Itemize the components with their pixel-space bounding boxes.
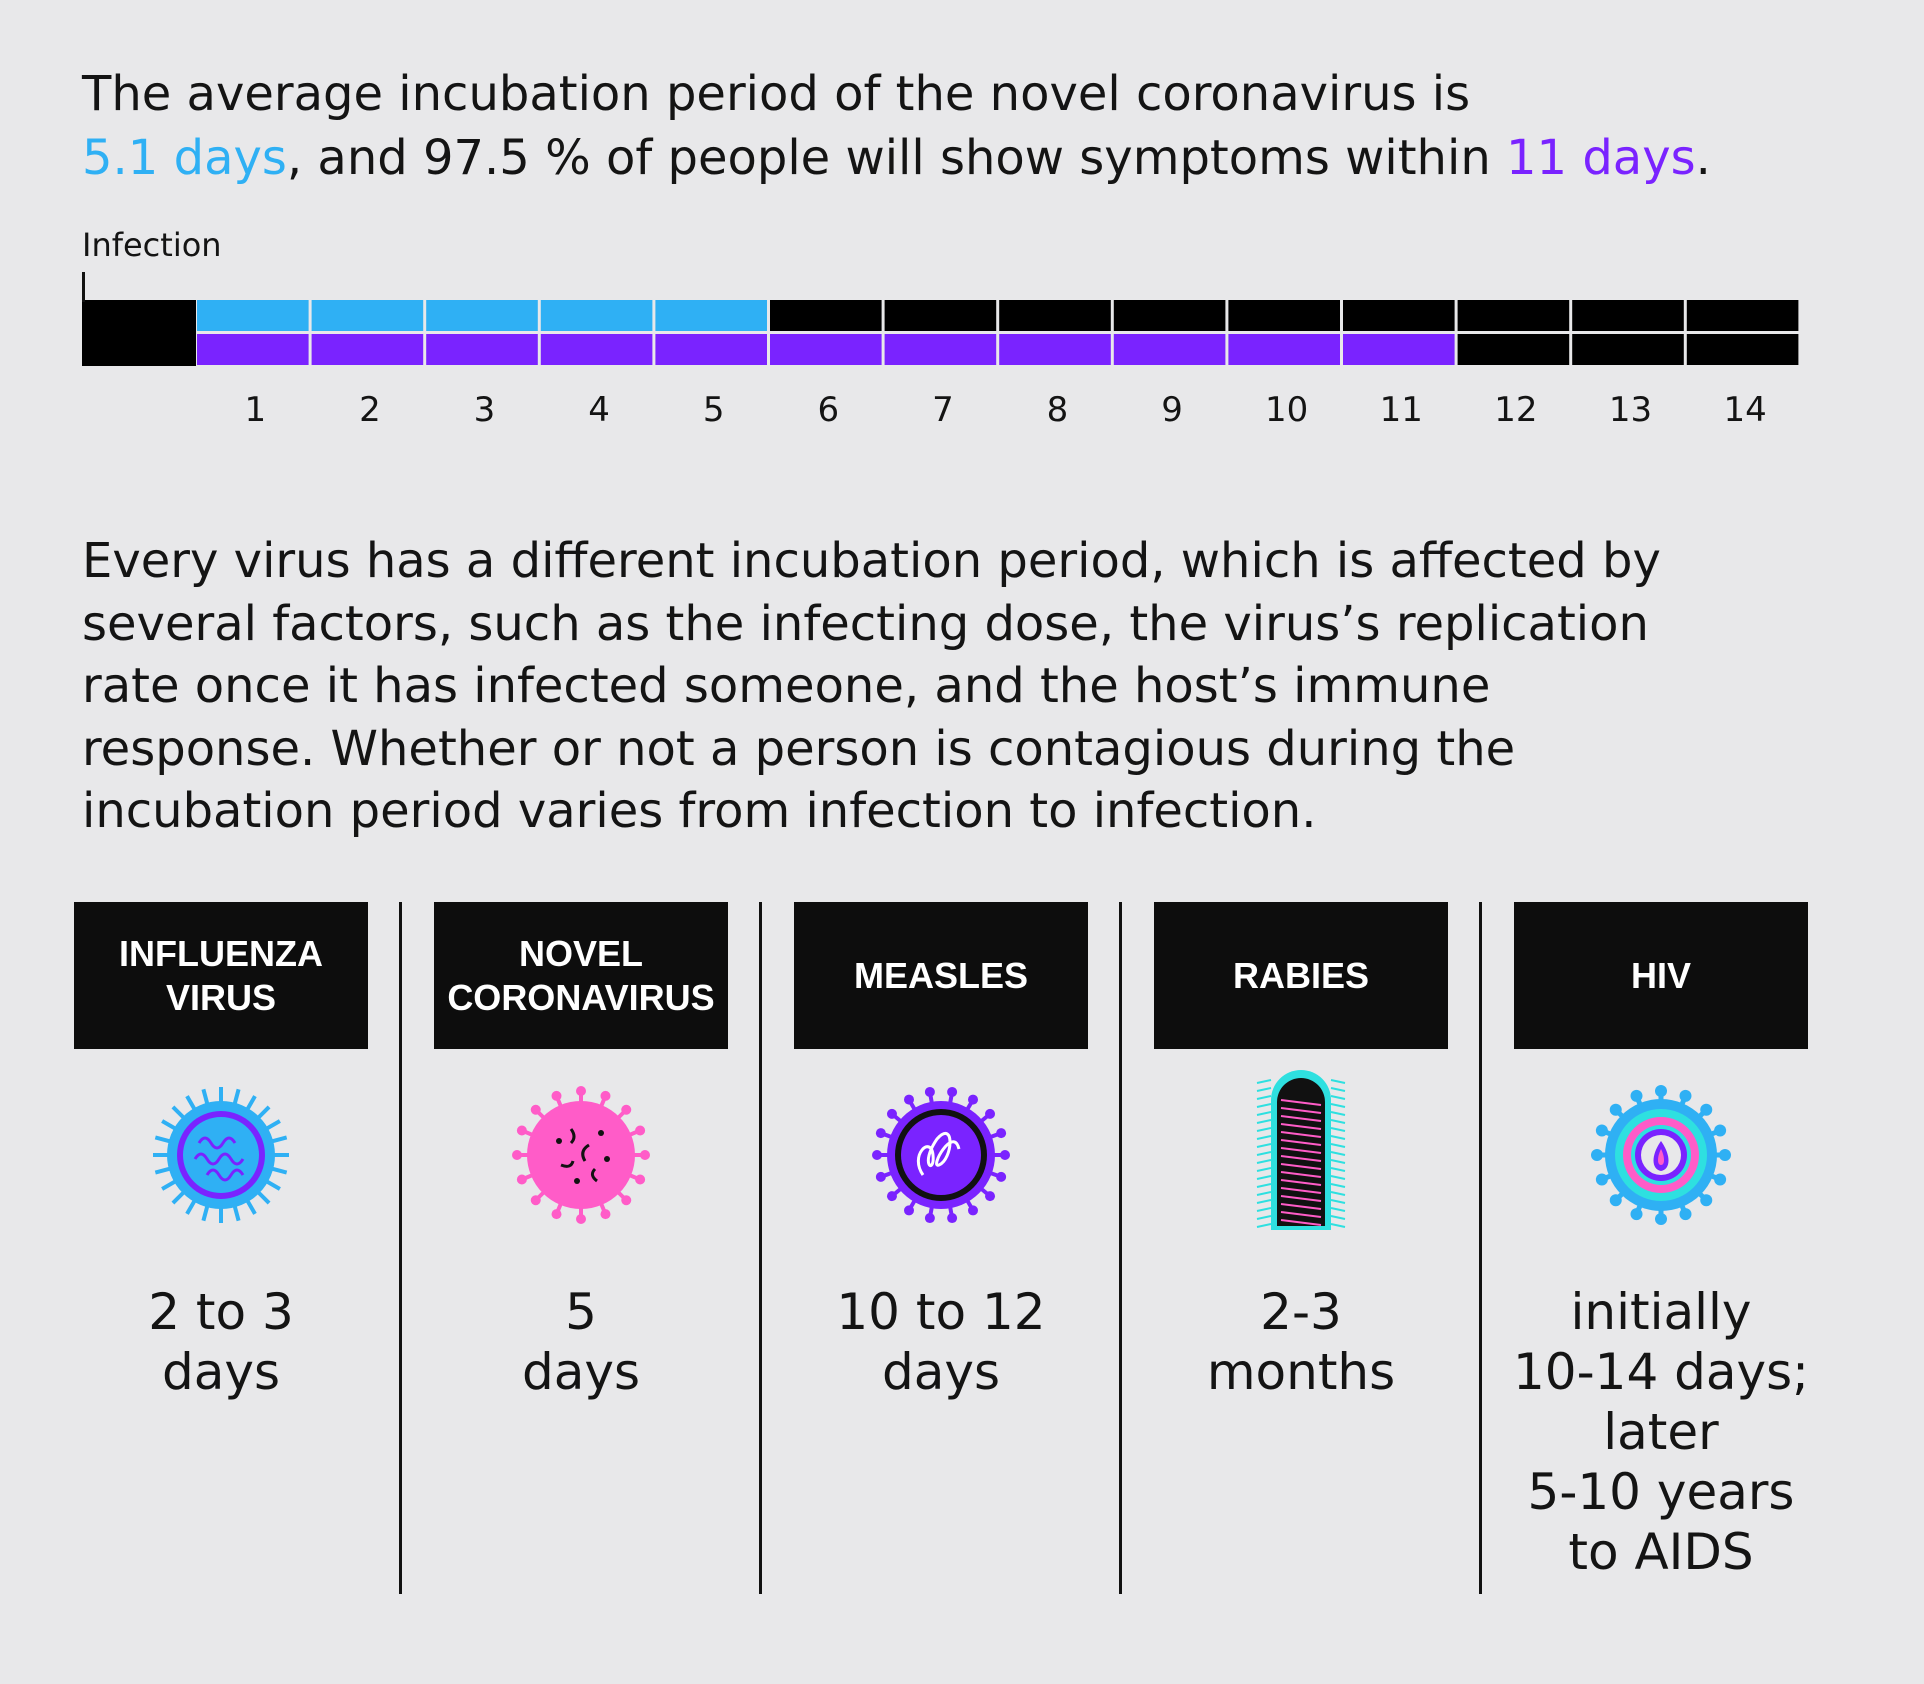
virus-card-hiv: HIV initially 10-14 days; later 5-10 yea… <box>1513 902 1809 1602</box>
divider <box>399 902 402 1594</box>
headline-middle: , and 97.5 % of people will show symptom… <box>286 130 1491 186</box>
percentile-row-cell <box>197 334 309 365</box>
virus-comparison: INFLUENZA VIRUS 2 to 3 days NOVEL CORONA… <box>74 902 1874 1602</box>
day-tick-label: 8 <box>1046 390 1069 430</box>
influenza-virus-icon <box>151 1080 291 1230</box>
percentile-row-cell <box>1343 334 1455 365</box>
infection-block <box>82 300 196 366</box>
headline-line1: The average incubation period of the nov… <box>82 66 1471 122</box>
percentile-row-cell <box>311 334 424 365</box>
average-row-cell <box>1113 300 1226 331</box>
day-tick-label: 10 <box>1265 390 1309 430</box>
virus-title: MEASLES <box>794 902 1088 1049</box>
infection-tick <box>82 272 85 302</box>
body-text: Every virus has a different incubation p… <box>82 533 1661 839</box>
virus-title: HIV <box>1514 902 1808 1049</box>
day-tick-label: 2 <box>359 390 381 430</box>
divider <box>1479 902 1482 1594</box>
day-tick-label: 11 <box>1379 390 1423 430</box>
virus-card-influenza: INFLUENZA VIRUS 2 to 3 days <box>74 902 368 1602</box>
headline-end: . <box>1695 130 1711 186</box>
percentile-row-cell <box>1457 334 1570 365</box>
rabies-virus-icon <box>1231 1070 1371 1230</box>
timeline-infection-label: Infection <box>82 226 222 264</box>
incubation-value: 2-3 months <box>1206 1283 1396 1401</box>
virus-title: INFLUENZA VIRUS <box>74 902 368 1049</box>
day-tick-label: 13 <box>1608 390 1653 430</box>
incubation-timeline <box>82 270 1802 370</box>
headline: The average incubation period of the nov… <box>82 62 1882 190</box>
day-tick-label: 6 <box>817 390 840 430</box>
incubation-value: 2 to 3 days <box>148 1283 294 1401</box>
average-row-cell <box>426 300 538 331</box>
average-row-cell <box>770 300 882 331</box>
timeline-bar-chart <box>82 272 1799 366</box>
average-row-cell <box>655 300 767 331</box>
headline-average-days: 5.1 days <box>82 130 287 186</box>
incubation-value: initially 10-14 days; later 5-10 years t… <box>1512 1283 1810 1581</box>
measles-virus-icon <box>871 1080 1011 1230</box>
day-tick-label: 5 <box>702 390 725 430</box>
virus-card-measles: MEASLES 10 to 12 days <box>794 902 1088 1602</box>
headline-percentile-days: 11 days <box>1506 130 1696 186</box>
percentile-row-cell <box>999 334 1111 365</box>
coronavirus-icon <box>511 1080 651 1230</box>
day-tick-label: 1 <box>244 390 267 430</box>
average-row-cell <box>1228 300 1340 331</box>
virus-title: RABIES <box>1154 902 1448 1049</box>
average-row-cell <box>999 300 1111 331</box>
percentile-row-cell <box>655 334 767 365</box>
percentile-row-cell <box>426 334 538 365</box>
incubation-value: 5 days <box>521 1283 641 1401</box>
percentile-row-cell <box>1572 334 1684 365</box>
day-tick-label: 12 <box>1494 390 1538 430</box>
virus-card-rabies: RABIES 2-3 months <box>1154 902 1448 1602</box>
hiv-virus-icon <box>1591 1080 1731 1230</box>
day-tick-label: 7 <box>932 390 954 430</box>
average-row-cell <box>197 300 309 331</box>
virus-title: NOVEL CORONAVIRUS <box>434 902 728 1049</box>
percentile-row-cell <box>1686 334 1799 365</box>
percentile-row-cell <box>540 334 653 365</box>
average-row-cell <box>884 300 997 331</box>
average-row-cell <box>1457 300 1570 331</box>
day-tick-label: 4 <box>588 390 610 430</box>
average-row-cell <box>1686 300 1799 331</box>
average-row-cell <box>1343 300 1455 331</box>
percentile-row-cell <box>884 334 997 365</box>
percentile-row-cell <box>1113 334 1226 365</box>
average-row-cell <box>1572 300 1684 331</box>
average-row-cell <box>540 300 653 331</box>
day-tick-label: 14 <box>1723 390 1767 430</box>
percentile-row-cell <box>1228 334 1340 365</box>
average-row-cell <box>311 300 424 331</box>
divider <box>759 902 762 1594</box>
virus-card-coronavirus: NOVEL CORONAVIRUS 5 days <box>434 902 728 1602</box>
incubation-value: 10 to 12 days <box>836 1283 1046 1401</box>
timeline-day-axis: 1 2 3 4 5 6 7 8 9 10 11 12 13 14 <box>82 390 1802 440</box>
day-tick-label: 9 <box>1161 390 1183 430</box>
percentile-row-cell <box>770 334 882 365</box>
day-tick-label: 3 <box>473 390 496 430</box>
divider <box>1119 902 1122 1594</box>
